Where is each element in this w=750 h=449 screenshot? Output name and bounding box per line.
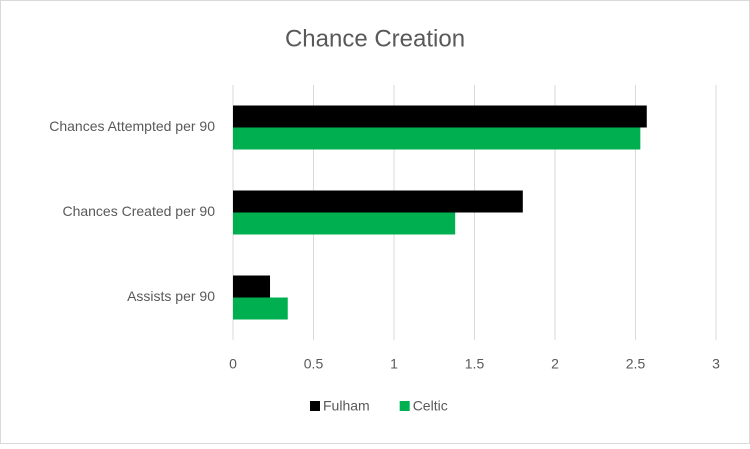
legend-swatch <box>399 401 410 411</box>
x-tick-label: 2 <box>551 356 559 372</box>
chart-title: Chance Creation <box>285 25 465 52</box>
x-tick-label: 0.5 <box>304 356 324 372</box>
bar <box>233 275 271 298</box>
bar <box>233 190 523 213</box>
y-tick-label: Assists per 90 <box>127 288 215 304</box>
x-tick-label: 0 <box>229 356 237 372</box>
legend-label: Fulham <box>323 398 370 414</box>
x-tick-label: 1.5 <box>465 356 485 372</box>
x-tick-label: 2.5 <box>626 356 646 372</box>
bar <box>233 127 641 150</box>
bar <box>233 212 456 235</box>
bar <box>233 297 288 320</box>
bar <box>233 105 647 128</box>
y-tick-label: Chances Attempted per 90 <box>49 118 215 134</box>
legend-swatch <box>310 401 320 411</box>
y-tick-label: Chances Created per 90 <box>62 203 215 219</box>
x-tick-label: 3 <box>712 356 720 372</box>
legend-label: Celtic <box>413 398 448 414</box>
x-tick-label: 1 <box>390 356 398 372</box>
